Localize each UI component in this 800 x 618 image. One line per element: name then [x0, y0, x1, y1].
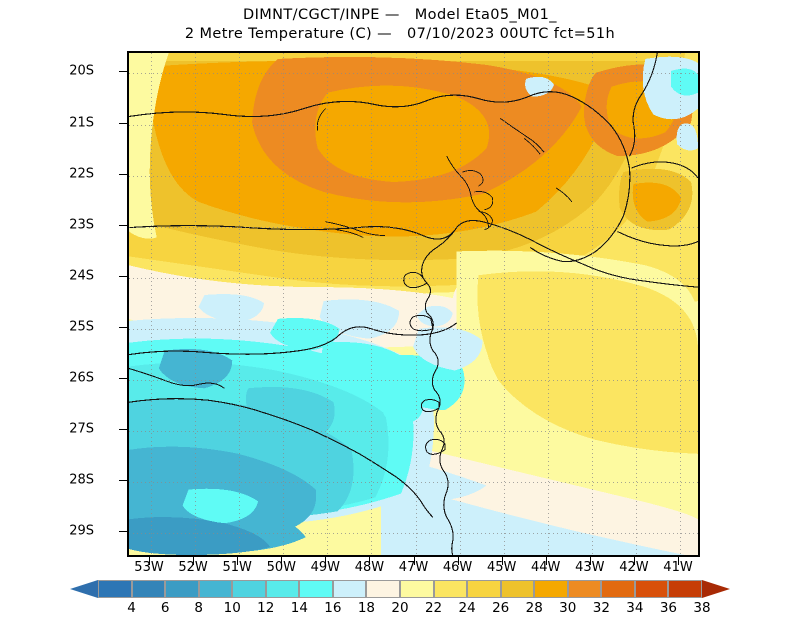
- colorbar-tick-label: 22: [424, 600, 443, 616]
- x-axis-tick: [281, 557, 283, 565]
- x-axis-label: 51W: [222, 560, 252, 575]
- x-axis-tick: [149, 557, 150, 565]
- y-axis-tick: [119, 173, 127, 175]
- colorbar-tick-label: 6: [160, 600, 170, 616]
- x-axis-label: 47W: [398, 560, 429, 575]
- y-axis-tick: [119, 378, 127, 380]
- colorbar-under-arrow: [70, 580, 98, 598]
- x-axis-label: 49W: [310, 560, 340, 575]
- colorbar-band[interactable]: [500, 580, 535, 598]
- colorbar-band[interactable]: [265, 580, 300, 598]
- colorbar-band[interactable]: [433, 580, 468, 598]
- y-axis-tick: [119, 327, 127, 328]
- colorbar-band[interactable]: [131, 580, 166, 598]
- colorbar-band[interactable]: [232, 580, 266, 598]
- colorbar-tick-label: 10: [223, 600, 241, 616]
- colorbar-tick-label: 30: [559, 600, 577, 616]
- y-axis-label: 26S: [69, 370, 94, 386]
- x-axis-label: 53W: [134, 560, 164, 575]
- colorbar-tick-label: 36: [659, 600, 678, 616]
- y-axis-label: 23S: [69, 217, 94, 233]
- y-axis-tick: [119, 71, 127, 73]
- map-plot-area[interactable]: [127, 51, 700, 557]
- x-axis-tick: [545, 557, 547, 565]
- colorbar-band[interactable]: [98, 580, 132, 598]
- colorbar-tick-label: 16: [324, 600, 342, 616]
- colorbar-band[interactable]: [634, 580, 669, 598]
- x-axis-label: 45W: [486, 560, 517, 575]
- y-axis-label: 27S: [69, 421, 94, 437]
- x-axis-tick: [325, 557, 327, 565]
- colorbar-tick-label: 4: [127, 600, 136, 616]
- y-axis-label: 25S: [69, 319, 94, 335]
- y-axis-label: 22S: [69, 166, 94, 182]
- colorbar-band[interactable]: [567, 580, 602, 598]
- colorbar-band[interactable]: [198, 580, 233, 598]
- colorbar-band[interactable]: [332, 580, 367, 598]
- x-axis-tick: [457, 557, 459, 565]
- colorbar-tick-label: 14: [290, 600, 308, 616]
- x-axis-tick: [678, 557, 679, 565]
- y-axis-label: 28S: [69, 472, 94, 488]
- x-axis-label: 46W: [442, 560, 473, 575]
- x-axis-tick: [369, 557, 371, 565]
- x-axis-label: 52W: [178, 560, 208, 575]
- x-axis-label: 50W: [266, 560, 296, 575]
- colorbar-band[interactable]: [601, 580, 635, 598]
- y-axis-tick: [119, 224, 127, 226]
- colorbar-band[interactable]: [534, 580, 568, 598]
- y-axis-tick: [119, 122, 127, 124]
- y-axis-tick: [119, 480, 127, 482]
- x-axis-label: 41W: [663, 560, 693, 575]
- colorbar-tick-label: 12: [257, 600, 275, 616]
- title-line-2: 2 Metre Temperature (C) — 07/10/2023 00U…: [184, 26, 616, 42]
- y-axis-label: 21S: [69, 115, 94, 131]
- colorbar-tick-label: 32: [592, 600, 610, 616]
- y-axis-label: 24S: [69, 268, 94, 284]
- colorbar-tick-label: 18: [357, 600, 376, 616]
- colorbar-band[interactable]: [467, 580, 501, 598]
- colorbar-band[interactable]: [366, 580, 400, 598]
- x-axis-tick: [237, 557, 239, 565]
- colorbar-band[interactable]: [299, 580, 333, 598]
- y-axis-label: 29S: [69, 523, 94, 539]
- y-axis-tick: [119, 275, 127, 277]
- y-axis-label: 20S: [69, 63, 94, 79]
- colorbar-tick-label: 24: [458, 600, 476, 616]
- y-axis-tick: [119, 531, 127, 533]
- y-axis-tick: [119, 429, 127, 431]
- x-axis-label: 48W: [354, 560, 385, 575]
- colorbar-tick-label: 34: [626, 600, 644, 616]
- x-axis-tick: [633, 557, 635, 565]
- x-axis-tick: [193, 557, 195, 565]
- x-axis-tick: [589, 557, 591, 565]
- temperature-field: [129, 53, 698, 555]
- colorbar-band[interactable]: [668, 580, 702, 598]
- colorbar-band[interactable]: [400, 580, 434, 598]
- colorbar-tick-label: 26: [492, 600, 510, 616]
- colorbar-over-arrow: [702, 580, 730, 598]
- colorbar-tick-label: 28: [525, 600, 543, 616]
- x-axis-tick: [413, 557, 415, 565]
- x-axis-label: 43W: [575, 560, 605, 575]
- colorbar-tick-label: 38: [693, 600, 711, 616]
- x-axis-tick: [501, 557, 503, 565]
- colorbar[interactable]: [70, 580, 730, 598]
- colorbar-tick-label: 8: [194, 600, 203, 616]
- title-line-1: DIMNT/CGCT/INPE — Model Eta05_M01_: [243, 7, 557, 23]
- colorbar-tick-label: 20: [391, 600, 409, 616]
- x-axis-label: 44W: [530, 560, 561, 575]
- chart-title-block: DIMNT/CGCT/INPE — Model Eta05_M01_ 2 Met…: [0, 6, 800, 44]
- colorbar-band[interactable]: [165, 580, 199, 598]
- x-axis-label: 42W: [619, 560, 649, 575]
